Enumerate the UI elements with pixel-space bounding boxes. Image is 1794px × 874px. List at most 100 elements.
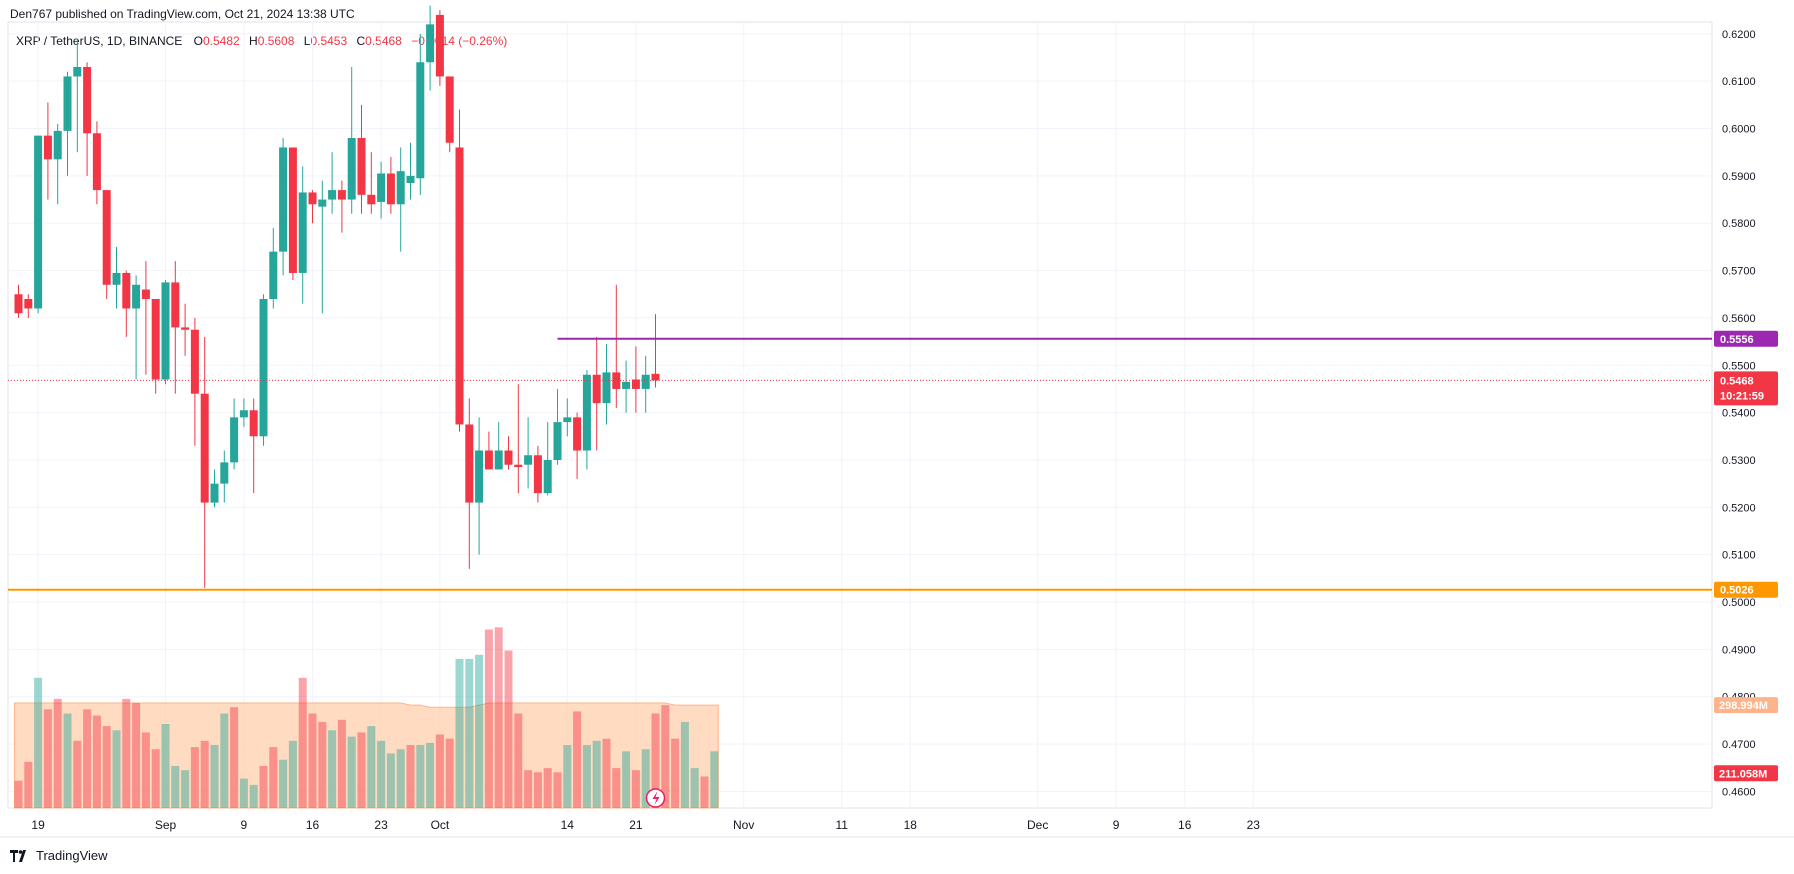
x-tick-label: 23	[374, 818, 388, 832]
candle-body	[122, 272, 131, 309]
candle-body	[132, 284, 141, 309]
volume-bar	[328, 730, 337, 808]
volume-bar	[700, 776, 709, 808]
x-tick-label: 16	[306, 818, 320, 832]
candle-body	[24, 298, 33, 309]
volume-bar	[582, 745, 591, 808]
candle-body	[445, 76, 454, 143]
volume-bar	[269, 747, 278, 808]
lightning-icon	[645, 788, 666, 808]
volume-bar	[249, 784, 258, 808]
y-tick-label: 0.4700	[1722, 739, 1756, 751]
candle-body	[416, 62, 425, 179]
candle-body	[337, 190, 346, 200]
volume-bar	[426, 742, 435, 808]
candle-body	[347, 138, 356, 200]
candle-body	[308, 192, 317, 205]
candle-body	[622, 381, 631, 389]
footer-brand[interactable]: TradingView	[10, 848, 108, 863]
candle-body	[455, 147, 464, 425]
x-tick-label: 21	[629, 818, 643, 832]
candle-body	[200, 393, 209, 503]
volume-bar	[406, 745, 415, 808]
resistance-badge	[1714, 330, 1778, 347]
candle-body	[92, 133, 101, 191]
close-value: 0.5468	[365, 34, 402, 48]
symbol-title[interactable]: XRP / TetherUS, 1D, BINANCE	[16, 34, 183, 48]
horizontal-lines[interactable]	[8, 337, 1712, 808]
volume-bar	[396, 749, 405, 808]
volume-bar	[680, 721, 689, 808]
volume-bar	[494, 627, 503, 808]
candle-body	[475, 450, 484, 503]
candle-body	[582, 374, 591, 451]
volume-bar	[690, 768, 699, 808]
candle-body	[210, 483, 219, 503]
volume-bar	[524, 770, 533, 808]
candle-body	[190, 329, 199, 394]
volume-bar	[73, 740, 82, 808]
candle-body	[543, 459, 552, 494]
volume-bar	[43, 709, 52, 808]
volume-bar	[651, 713, 660, 808]
volume-bar	[259, 766, 268, 808]
candle-body	[514, 464, 523, 468]
candles	[14, 5, 660, 588]
change-value: −0.0014 (−0.26%)	[411, 34, 508, 48]
volume-bar	[220, 713, 229, 808]
volume-bar	[14, 780, 23, 808]
grid-lines	[0, 21, 1794, 838]
volume-bar	[641, 749, 650, 808]
volume-bar	[475, 654, 484, 808]
volume-bar	[563, 745, 572, 808]
volume-bar	[573, 711, 582, 808]
candle-body	[181, 327, 190, 330]
volume-bar	[337, 719, 346, 808]
publisher-line: Den767 published on TradingView.com, Oct…	[10, 7, 355, 21]
candle-body	[298, 192, 307, 273]
candle-body	[386, 173, 395, 205]
volume-bar	[318, 721, 327, 808]
candle-body	[279, 147, 288, 252]
y-tick-label: 0.5800	[1722, 218, 1756, 230]
volume-bar	[435, 734, 444, 808]
candle-body	[602, 372, 611, 404]
low-label: L	[303, 34, 311, 48]
candle-body	[171, 282, 180, 328]
volume-bar	[602, 738, 611, 808]
candle-body	[406, 175, 415, 183]
volume-bar	[455, 658, 464, 808]
volume-ma-badge-text: 298.994M	[1719, 700, 1768, 712]
y-tick-label: 0.4900	[1722, 644, 1756, 656]
candle-body	[357, 138, 366, 195]
volume-bar	[553, 772, 562, 808]
brand-name: TradingView	[36, 848, 108, 863]
candle-body	[318, 199, 327, 207]
volume-bar	[63, 713, 72, 808]
candle-body	[239, 410, 248, 418]
candle-body	[484, 450, 493, 470]
candle-body	[230, 417, 239, 463]
volume-bar	[24, 761, 33, 808]
y-tick-label: 0.5100	[1722, 550, 1756, 562]
x-tick-label: Nov	[733, 818, 754, 832]
x-tick-label: 19	[31, 818, 45, 832]
tradingview-logo-icon	[10, 849, 26, 862]
close-label: C	[356, 34, 366, 48]
candle-body	[83, 66, 92, 134]
y-tick-label: 0.6100	[1722, 76, 1756, 88]
volume-bar	[288, 740, 297, 808]
x-tick-label: 14	[561, 818, 575, 832]
volume-bar	[151, 749, 160, 808]
volume-bar	[112, 730, 121, 808]
volume-bars	[14, 627, 719, 809]
volume-bar	[34, 677, 43, 808]
y-tick-label: 0.5000	[1722, 597, 1756, 609]
volume-bar	[671, 738, 680, 808]
candle-body	[494, 450, 503, 470]
volume-bar	[484, 629, 493, 808]
volume-bar	[631, 770, 640, 808]
candle-body	[396, 171, 405, 205]
volume-bar	[377, 740, 386, 808]
